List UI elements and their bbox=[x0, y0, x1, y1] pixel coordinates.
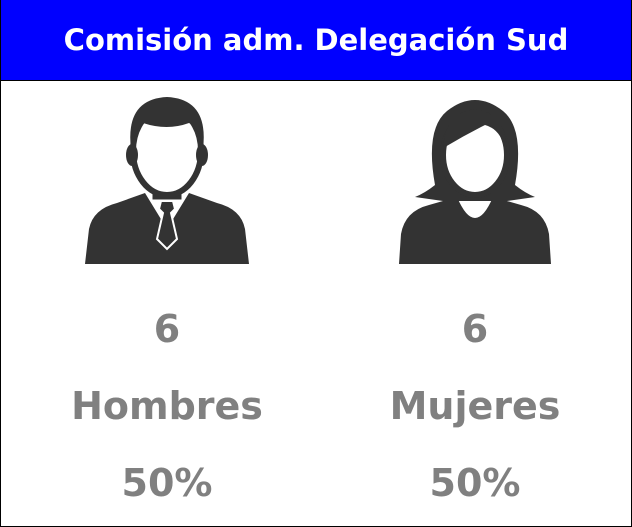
woman-icon bbox=[399, 100, 551, 264]
men-count: 6 bbox=[153, 307, 181, 351]
women-label: Mujeres bbox=[389, 384, 561, 428]
men-percent: 50% bbox=[121, 461, 213, 505]
men-column: 6 Hombres 50% bbox=[9, 81, 325, 505]
women-column: 6 Mujeres 50% bbox=[317, 81, 632, 505]
header-title: Comisión adm. Delegación Sud bbox=[1, 0, 631, 81]
women-percent: 50% bbox=[429, 461, 521, 505]
women-count: 6 bbox=[461, 307, 489, 351]
man-icon bbox=[85, 97, 249, 264]
men-label: Hombres bbox=[71, 384, 263, 428]
